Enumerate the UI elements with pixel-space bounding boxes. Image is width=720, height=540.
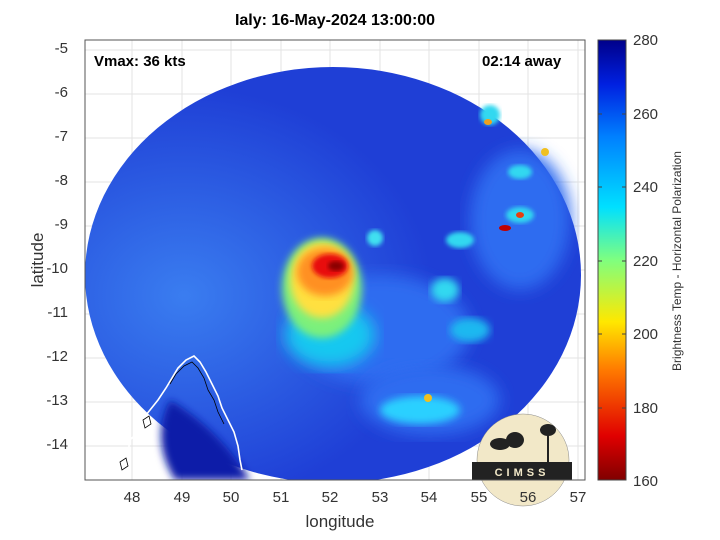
cimss-logo: CIMSS <box>472 413 572 507</box>
xtick-label: 54 <box>420 489 438 506</box>
ytick-label: -9 <box>54 216 68 233</box>
coastline-inner <box>169 361 225 425</box>
cyan-patch-8 <box>367 230 383 246</box>
ytick-label: -5 <box>54 40 68 57</box>
colorbar-tick-label: 280 <box>633 32 659 49</box>
ytick-label: -7 <box>54 128 68 145</box>
coastline <box>111 355 243 481</box>
colorbar-tick-label: 160 <box>633 473 659 490</box>
cyan-patch-5 <box>446 232 474 248</box>
ytick-label: -6 <box>54 84 68 101</box>
xtick-label: 50 <box>222 489 240 506</box>
cyan-patch-6 <box>508 165 532 179</box>
hot-spot-5 <box>541 148 549 156</box>
colorbar-tick-label: 240 <box>633 179 659 196</box>
hot-spot-1 <box>499 225 511 231</box>
colorbar-tick-label: 200 <box>633 326 659 343</box>
chart-title: Ialy: 16-May-2024 13:00:00 <box>234 12 436 29</box>
colorbar-label: Brightness Temp - Horizontal Polarizatio… <box>670 151 684 371</box>
xtick-label: 49 <box>173 489 191 506</box>
colorbar-tick-label: 260 <box>633 106 659 123</box>
colorbar-tick-label: 180 <box>633 400 659 417</box>
cyan-patch-7 <box>480 105 500 125</box>
plot-border <box>84 39 586 481</box>
coastline-islands <box>119 415 152 471</box>
cyan-patch-3 <box>450 318 490 342</box>
ytick-label: -12 <box>46 348 68 365</box>
dark-band <box>161 400 250 480</box>
cyan-patch-2 <box>380 396 460 424</box>
ytick-label: -14 <box>46 436 68 453</box>
xtick-label: 57 <box>569 489 587 506</box>
ytick-label: -8 <box>54 172 68 189</box>
core-dark-red <box>328 261 344 271</box>
ytick-label: -10 <box>46 260 68 277</box>
xtick-label: 55 <box>470 489 488 506</box>
y-axis-label: latitude <box>28 232 47 288</box>
hot-spot-2 <box>516 212 524 218</box>
xtick-label: 52 <box>321 489 339 506</box>
xtick-label: 56 <box>519 489 537 506</box>
vmax-annotation: Vmax: 36 kts <box>94 53 186 70</box>
xtick-label: 53 <box>371 489 389 506</box>
cimss-logo-text: CIMSS <box>495 467 550 479</box>
colorbar <box>597 39 627 481</box>
time-away-annotation: 02:14 away <box>482 53 562 70</box>
ytick-label: -11 <box>47 304 68 321</box>
hot-spot-4 <box>424 394 432 402</box>
xtick-label: 48 <box>123 489 141 506</box>
hot-spot-3 <box>484 119 492 125</box>
colorbar-tick-label: 220 <box>633 253 659 270</box>
xtick-label: 51 <box>272 489 290 506</box>
cyan-patch-4 <box>431 278 459 302</box>
x-axis-label: longitude <box>305 512 375 531</box>
colorbar-ticks <box>598 113 626 409</box>
ytick-label: -13 <box>46 392 68 409</box>
